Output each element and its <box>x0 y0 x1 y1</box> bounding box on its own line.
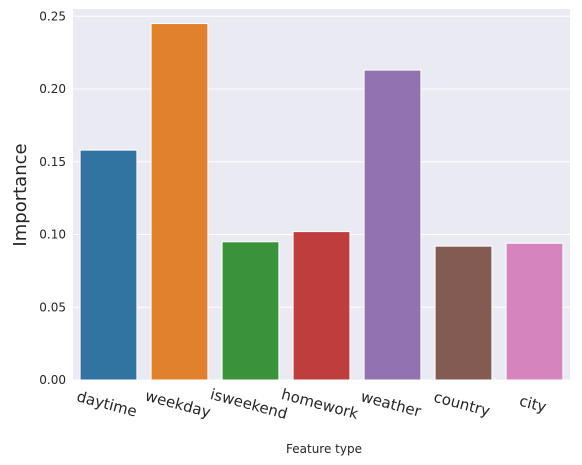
x-tick-label-weekday: weekday <box>143 387 212 422</box>
x-tick-label-country: country <box>432 388 492 420</box>
y-tick-label: 0.05 <box>39 300 66 314</box>
y-tick-labels: 0.00 0.05 0.10 0.15 0.20 0.25 <box>39 9 66 387</box>
bar-weekday <box>150 23 209 381</box>
bar-daytime <box>79 149 138 381</box>
bar-homework <box>292 231 351 381</box>
x-tick-label-city: city <box>517 392 548 416</box>
y-tick-label: 0.20 <box>39 82 66 96</box>
y-axis-label: Importance <box>10 143 31 246</box>
y-tick-label: 0.25 <box>39 9 66 23</box>
x-tick-label-homework: homework <box>279 385 360 423</box>
x-axis-label: Feature type <box>286 442 362 456</box>
x-tick-label-daytime: daytime <box>75 387 139 420</box>
bar-weather <box>363 69 422 381</box>
bars <box>79 23 564 381</box>
x-tick-label-isweekend: isweekend <box>208 385 289 423</box>
y-tick-label: 0.10 <box>39 228 66 242</box>
bar-city <box>505 242 564 381</box>
y-tick-label: 0.15 <box>39 155 66 169</box>
bar-country <box>434 245 493 381</box>
y-tick-label: 0.00 <box>39 373 66 387</box>
x-tick-label-weather: weather <box>359 387 424 421</box>
bar-isweekend <box>221 241 280 381</box>
